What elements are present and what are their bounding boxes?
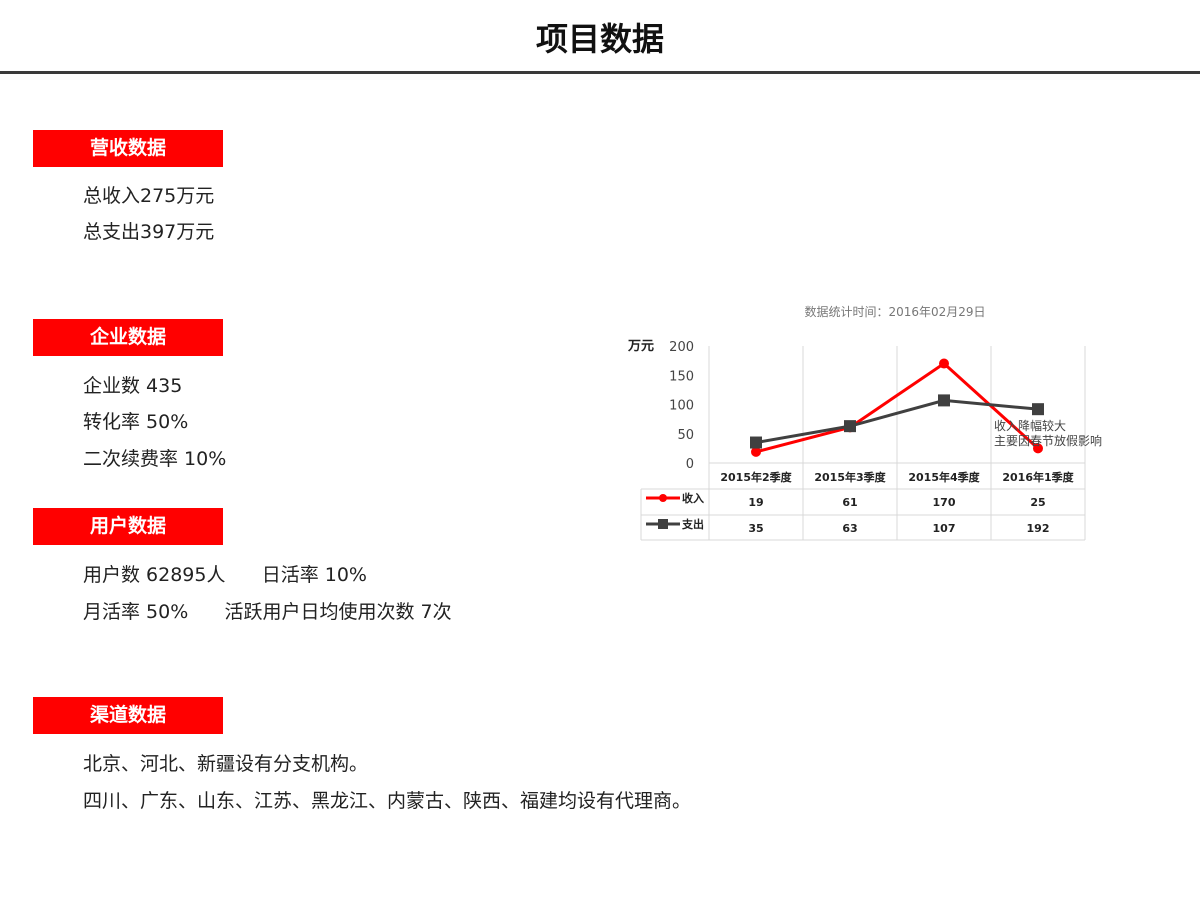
section-header-enterprise: 企业数据 xyxy=(33,319,223,356)
table-value: 192 xyxy=(1027,522,1050,535)
table-value: 107 xyxy=(933,522,956,535)
chart-annotation: 主要因春节放假影响 xyxy=(994,433,1102,448)
category-label: 2015年4季度 xyxy=(908,470,980,484)
category-label: 2015年2季度 xyxy=(720,470,792,484)
y-tick-label: 150 xyxy=(669,369,694,384)
data-point xyxy=(844,420,856,433)
category-label: 2015年3季度 xyxy=(814,470,886,484)
section-header-channels: 渠道数据 xyxy=(33,697,223,734)
table-value: 63 xyxy=(842,522,857,535)
y-tick-label: 50 xyxy=(677,428,694,443)
page-title: 项目数据 xyxy=(535,20,664,58)
title-divider xyxy=(0,71,1200,74)
enterprise-line: 二次续费率 10% xyxy=(83,448,227,470)
users-line: 月活率 50% 活跃用户日均使用次数 7次 xyxy=(83,601,452,623)
y-tick-label: 200 xyxy=(669,340,694,355)
enterprise-line: 转化率 50% xyxy=(83,411,189,433)
data-point xyxy=(939,358,949,369)
revenue-line: 总支出397万元 xyxy=(83,221,215,243)
data-point xyxy=(750,436,762,449)
users-line: 用户数 62895人 日活率 10% xyxy=(83,564,367,586)
data-point xyxy=(1033,443,1043,454)
y-tick-label: 100 xyxy=(669,399,694,414)
legend-marker xyxy=(659,494,667,502)
channels-line: 四川、广东、山东、江苏、黑龙江、内蒙古、陕西、福建均设有代理商。 xyxy=(83,790,692,812)
y-tick-label: 0 xyxy=(686,457,694,472)
data-point xyxy=(751,446,761,457)
data-point xyxy=(938,394,950,407)
legend-label: 支出 xyxy=(681,517,704,531)
series-line-支出 xyxy=(755,398,1039,445)
table-value: 35 xyxy=(748,522,763,535)
legend-label: 收入 xyxy=(682,491,704,505)
data-point xyxy=(1032,403,1044,416)
category-label: 2016年1季度 xyxy=(1002,470,1074,484)
table-value: 19 xyxy=(748,496,763,509)
y-axis-label: 万元 xyxy=(627,339,654,354)
chart-annotation: 收入降幅较大 xyxy=(994,418,1066,433)
section-header-revenue: 营收数据 xyxy=(33,130,223,167)
channels-line: 北京、河北、新疆设有分支机构。 xyxy=(83,753,369,775)
legend-marker xyxy=(658,519,668,529)
chart-title: 数据统计时间：2016年02月29日 xyxy=(804,304,985,319)
revenue-line: 总收入275万元 xyxy=(83,185,215,207)
table-value: 25 xyxy=(1030,496,1045,509)
table-value: 61 xyxy=(842,496,857,509)
section-header-users: 用户数据 xyxy=(33,508,223,545)
enterprise-line: 企业数 435 xyxy=(83,375,183,397)
table-value: 170 xyxy=(933,496,956,509)
